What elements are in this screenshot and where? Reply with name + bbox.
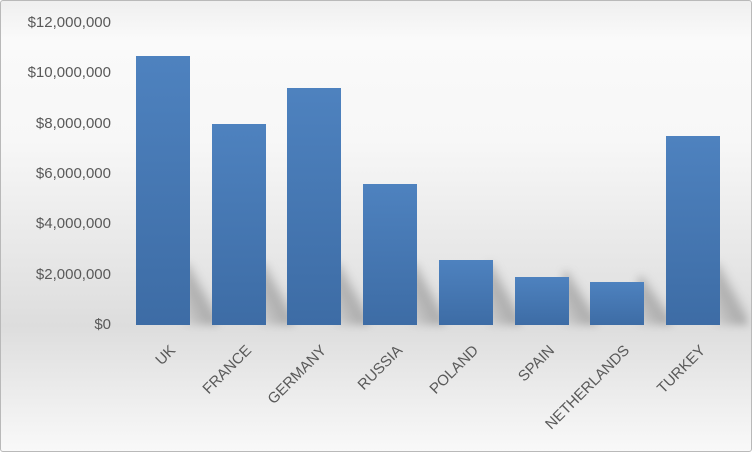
bar-poland xyxy=(439,260,493,325)
bar-turkey xyxy=(666,136,720,325)
y-tick-label: $2,000,000 xyxy=(35,265,111,283)
y-tick-label: $6,000,000 xyxy=(35,165,111,182)
y-tick-label: $8,000,000 xyxy=(35,114,111,132)
y-tick-label: $0 xyxy=(94,316,111,333)
y-tick-label: $12,000,000 xyxy=(27,14,111,31)
bar-netherlands xyxy=(590,282,644,325)
x-category-label: TURKEY xyxy=(653,342,709,398)
bar-germany xyxy=(287,88,341,325)
y-tick-label: $10,000,000 xyxy=(27,64,111,82)
bar-france xyxy=(212,124,266,325)
bar-uk xyxy=(136,56,190,325)
bar-spain xyxy=(515,277,569,325)
bar-russia xyxy=(363,184,417,325)
y-tick-label: $4,000,000 xyxy=(35,215,111,233)
